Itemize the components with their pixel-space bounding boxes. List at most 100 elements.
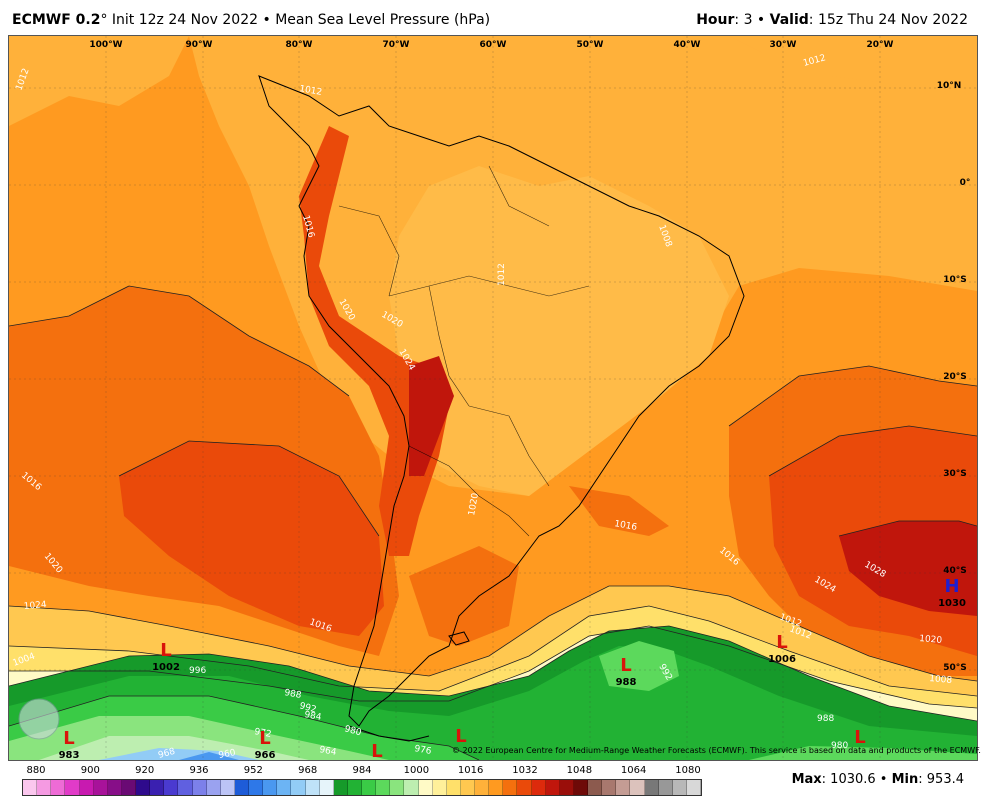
colorbar-swatch [475, 780, 490, 795]
atlantic-patch-1016 [569, 486, 669, 536]
pressure-center-value: 983 [59, 750, 80, 760]
south-america-outline [258, 75, 745, 727]
colorbar-label: 1016 [457, 765, 484, 776]
colorbar-swatches [22, 779, 702, 796]
colorbar-swatch [305, 780, 320, 795]
pacific-high-1020 [119, 441, 384, 636]
colorbar-swatch [192, 780, 207, 795]
isobar-line [838, 520, 977, 537]
low-988-center [599, 641, 679, 691]
latitude-label: 10°S [943, 275, 967, 285]
north-atlantic-1012 [729, 36, 977, 86]
latitude-label: 50°S [943, 663, 967, 673]
colorbar-label: 952 [243, 765, 263, 776]
isobar-line [768, 425, 977, 477]
colorbar-swatch [503, 780, 518, 795]
colorbar-swatch [362, 780, 377, 795]
colorbar-swatch [136, 780, 151, 795]
isobar-label: 1008 [929, 674, 953, 686]
valid-value: : 15z Thu 24 Nov 2022 [808, 12, 968, 28]
coastlines [258, 75, 745, 742]
longitude-label: 50°W [577, 40, 604, 50]
colorbar-swatch [79, 780, 94, 795]
colorbar-swatch [672, 780, 687, 795]
colorbar-swatch [319, 780, 334, 795]
isobar-label: 976 [413, 744, 432, 757]
low-pressure-marker: L [371, 741, 382, 760]
isobar-label: 988 [817, 714, 834, 724]
colorbar-label: 920 [135, 765, 155, 776]
isobar-line [728, 365, 977, 427]
longitude-label: 40°W [674, 40, 701, 50]
isobar-label: 960 [218, 748, 237, 760]
border-line [488, 165, 550, 227]
weatherbell-logo [18, 698, 60, 740]
colorbar-swatch [630, 780, 645, 795]
colorbar-swatch [51, 780, 66, 795]
colorbar-swatch [658, 780, 673, 795]
isobar-lines [9, 285, 977, 760]
isobar-label: 964 [318, 745, 337, 758]
border-line [428, 285, 470, 407]
colorbar-swatch [446, 780, 461, 795]
graticule [9, 36, 977, 760]
latitude-label: 40°S [943, 566, 967, 576]
latitude-label: 20°S [943, 372, 967, 382]
colorbar-swatch [686, 780, 701, 795]
colorbar-swatch [573, 780, 588, 795]
isobar-label: 1012 [497, 263, 507, 286]
colorbar-swatch [404, 780, 419, 795]
colorbar-label: 1032 [512, 765, 538, 776]
isobar-line [9, 585, 977, 682]
isobar-line [9, 605, 977, 697]
pressure-center-value: 966 [255, 750, 276, 760]
colorbar-label: 1000 [403, 765, 430, 776]
colorbar-label: 880 [26, 765, 46, 776]
colorbar-swatch [460, 780, 475, 795]
colorbar-swatch [249, 780, 264, 795]
pressure-center-value: 1030 [938, 598, 966, 609]
hour-label: Hour [696, 12, 735, 28]
colorbar-label: 968 [298, 765, 318, 776]
field-stats: Max: 1030.6 • Min: 953.4 [791, 772, 964, 787]
isobar-label: 1020 [919, 634, 943, 646]
longitude-label: 70°W [383, 40, 410, 50]
colorbar-swatch [23, 780, 38, 795]
pressure-center-value: 988 [616, 677, 637, 688]
isobar-label: 1024 [23, 600, 47, 612]
isobar-fill-960 [179, 752, 239, 760]
pressure-center-value: 1006 [768, 654, 796, 665]
colorbar-swatch [545, 780, 560, 795]
colorbar-swatch [121, 780, 136, 795]
colorbar-swatch [164, 780, 179, 795]
colorbar-swatch [291, 780, 306, 795]
low-pressure-marker: L [455, 726, 466, 747]
forecast-time: Hour: 3 • Valid: 15z Thu 24 Nov 2022 [696, 12, 968, 28]
colorbar-swatch [489, 780, 504, 795]
longitude-label: 100°W [89, 40, 122, 50]
colorbar-label: 1048 [566, 765, 593, 776]
isobar-label: 988 [283, 688, 302, 701]
isobar-label: 1012 [298, 84, 322, 98]
colorbar-swatch [220, 780, 235, 795]
copyright-notice: © 2022 European Centre for Medium-Range … [452, 746, 981, 755]
country-borders [338, 165, 590, 537]
low-pressure-marker: L [620, 655, 631, 676]
valid-label: Valid [769, 12, 809, 28]
map-title: ECMWF 0.2° Init 12z 24 Nov 2022 • Mean S… [12, 12, 491, 28]
colorbar-swatch [263, 780, 278, 795]
longitude-label: 80°W [286, 40, 313, 50]
longitude-label: 90°W [186, 40, 213, 50]
isobar-line [9, 625, 977, 709]
low-pressure-marker: L [63, 728, 74, 749]
colorbar-swatch [107, 780, 122, 795]
isobar-fill-972 [39, 736, 309, 760]
min-value: : 953.4 [918, 772, 964, 787]
pressure-map: 100°W 90°W 80°W 70°W 60°W 50°W 40°W 30°W 20°W 10°… [8, 35, 978, 761]
hour-value: : 3 [734, 12, 753, 28]
model-name: ECMWF 0.2 [12, 12, 101, 28]
argentine-sea-1016 [409, 546, 519, 646]
isobar-label: 1016 [613, 519, 638, 533]
colorbar-swatch [432, 780, 447, 795]
colorbar-swatch [178, 780, 193, 795]
